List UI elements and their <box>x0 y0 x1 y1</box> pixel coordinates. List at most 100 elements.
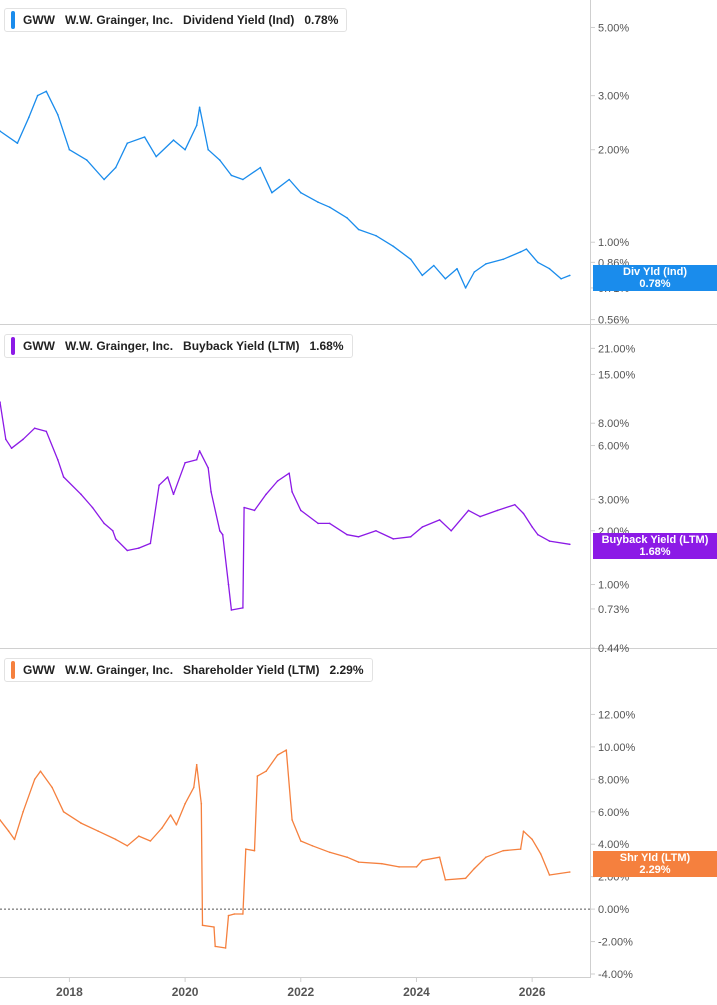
x-tick-label: 2018 <box>56 985 83 999</box>
data-point <box>155 155 157 158</box>
data-point <box>291 491 293 493</box>
data-point <box>143 136 146 138</box>
data-point <box>467 509 470 512</box>
data-point <box>221 533 224 536</box>
data-point <box>184 148 186 151</box>
data-point <box>36 94 39 97</box>
data-point <box>112 530 114 532</box>
x-tick-label: 2024 <box>403 985 430 999</box>
tag-label: Shr Yld (LTM) <box>619 852 691 864</box>
data-point <box>138 547 140 549</box>
tag-label: Div Yld (Ind) <box>623 266 687 278</box>
data-point <box>172 139 175 141</box>
data-point <box>214 945 216 948</box>
data-point <box>265 770 267 772</box>
data-point <box>230 174 233 177</box>
data-point <box>114 166 117 169</box>
data-point <box>415 866 418 868</box>
y-tick-label: 12.00% <box>598 709 636 721</box>
data-point <box>103 178 105 181</box>
data-point <box>97 830 100 832</box>
data-point <box>200 802 203 805</box>
data-point <box>271 191 273 194</box>
legend-company: W.W. Grainger, Inc. <box>65 663 174 677</box>
data-point <box>13 838 16 841</box>
legend-buyback-yield[interactable]: GWW W.W. Grainger, Inc. Buyback Yield (L… <box>4 334 353 358</box>
data-point <box>502 258 505 261</box>
series-color-swatch <box>11 661 15 679</box>
data-point <box>502 849 505 852</box>
y-tick-label: 5.00% <box>598 22 629 34</box>
y-tick-label: 8.00% <box>598 774 629 786</box>
data-point <box>560 278 562 280</box>
data-point <box>276 480 279 482</box>
data-point <box>161 827 163 829</box>
data-point <box>195 458 198 461</box>
data-point <box>473 271 476 273</box>
data-point <box>311 845 314 847</box>
data-point <box>328 851 331 854</box>
data-point <box>444 278 447 280</box>
legend-ticker: GWW <box>23 13 55 27</box>
legend-company: W.W. Grainger, Inc. <box>65 13 174 27</box>
x-tick-label: 2022 <box>287 985 314 999</box>
y-tick-label: 3.00% <box>598 494 629 506</box>
legend-dividend-yield[interactable]: GWW W.W. Grainger, Inc. Dividend Yield (… <box>4 8 348 32</box>
data-point <box>33 778 36 781</box>
data-point <box>531 838 533 841</box>
data-point <box>300 509 302 512</box>
data-point <box>375 530 377 532</box>
data-point <box>91 506 94 509</box>
current-value-tag-shareholder: Shr Yld (LTM) 2.29% <box>593 851 717 877</box>
data-point <box>68 148 71 151</box>
legend-metric: Buyback Yield (LTM) <box>183 339 300 353</box>
data-point <box>291 819 293 821</box>
data-point <box>166 476 169 478</box>
data-point <box>522 830 525 832</box>
legend-current-value: 2.29% <box>329 663 364 677</box>
data-point <box>346 217 348 219</box>
data-point <box>300 840 302 842</box>
data-point <box>138 835 140 837</box>
data-point <box>288 472 291 475</box>
data-point <box>409 258 412 261</box>
data-point <box>149 840 152 842</box>
legend-metric: Shareholder Yield (LTM) <box>183 663 320 677</box>
data-point <box>464 877 467 880</box>
data-point <box>184 802 186 805</box>
data-point <box>392 538 395 540</box>
data-point <box>233 913 236 915</box>
data-point <box>522 512 525 515</box>
data-point <box>485 263 487 265</box>
legend-shareholder-yield[interactable]: GWW W.W. Grainger, Inc. Shareholder Yiel… <box>4 658 373 682</box>
y-tick-label: 0.73% <box>598 604 629 616</box>
data-point <box>16 142 19 144</box>
data-point <box>496 509 499 512</box>
data-point <box>256 775 259 777</box>
current-value-tag-dividend: Div Yld (Ind) 0.78% <box>593 265 717 291</box>
data-point <box>531 526 533 528</box>
y-tick-label: -2.00% <box>598 937 633 949</box>
series-color-swatch <box>11 11 15 29</box>
data-point <box>421 274 424 277</box>
y-tick-label: 21.00% <box>598 343 636 355</box>
data-point <box>7 830 10 832</box>
tag-value: 1.68% <box>639 546 671 558</box>
data-point <box>328 206 331 208</box>
tag-label: Buyback Yield (LTM) <box>601 534 709 546</box>
data-point <box>195 763 198 766</box>
data-point <box>230 609 233 611</box>
data-point <box>62 476 65 478</box>
data-point <box>114 838 117 841</box>
legend-current-value: 0.78% <box>304 13 339 27</box>
data-point <box>444 879 447 881</box>
data-point <box>103 522 105 525</box>
y-tick-label: 4.00% <box>598 839 629 851</box>
data-point <box>114 538 117 540</box>
data-point <box>175 824 178 826</box>
data-point <box>22 438 24 441</box>
series-line <box>0 401 570 611</box>
y-tick-label: 10.00% <box>598 742 636 754</box>
data-point <box>5 438 7 441</box>
